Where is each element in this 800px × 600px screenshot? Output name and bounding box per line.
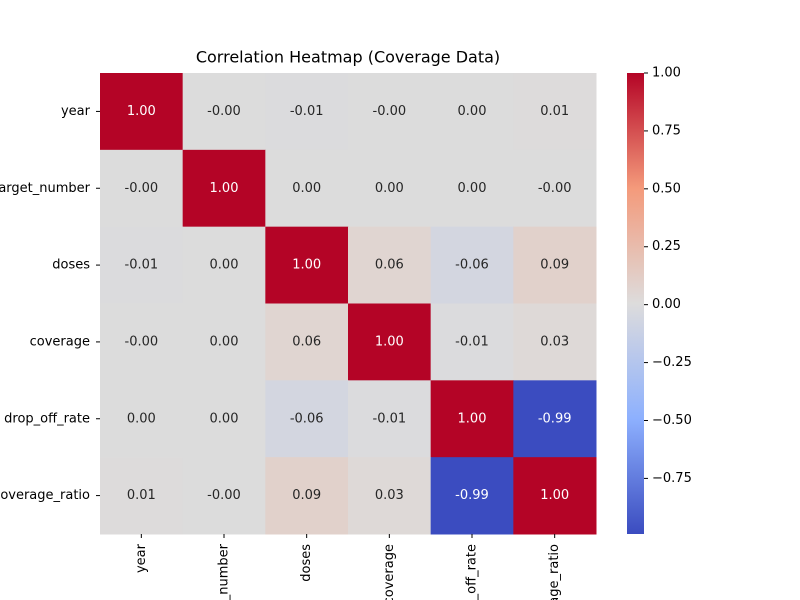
cell-label: 0.00 bbox=[458, 181, 487, 196]
heatmap-cell bbox=[265, 457, 349, 535]
cell-label: 1.00 bbox=[292, 258, 321, 273]
cell-label: 0.03 bbox=[375, 488, 404, 503]
cell-label: 1.00 bbox=[210, 181, 239, 196]
heatmap-cell bbox=[182, 457, 266, 535]
heatmap-cell bbox=[348, 380, 432, 458]
heatmap-cell bbox=[182, 380, 266, 458]
x-tick-label: year bbox=[134, 543, 149, 573]
colorbar bbox=[627, 73, 644, 534]
cell-label: 0.09 bbox=[292, 488, 321, 503]
cell-label: 0.00 bbox=[292, 181, 321, 196]
x-tick-label: coverage_ratio bbox=[547, 544, 562, 600]
cell-label: 0.00 bbox=[458, 104, 487, 119]
heatmap-cell bbox=[430, 149, 514, 228]
cell-label: 0.09 bbox=[540, 258, 569, 273]
colorbar-tick-label: −0.50 bbox=[652, 413, 692, 428]
cell-label: 1.00 bbox=[458, 411, 487, 426]
colorbar-tick-label: 0.75 bbox=[652, 123, 681, 138]
cell-label: 0.01 bbox=[540, 104, 569, 119]
colorbar-tick-label: 0.25 bbox=[652, 239, 681, 254]
heatmap-cell bbox=[513, 149, 597, 228]
heatmap-cell bbox=[182, 73, 266, 151]
heatmap-cell bbox=[182, 149, 266, 228]
cell-label: -0.99 bbox=[538, 411, 572, 426]
cell-label: -0.00 bbox=[207, 488, 241, 503]
colorbar-tick-label: 0.50 bbox=[652, 181, 681, 196]
heatmap-cell bbox=[100, 457, 184, 535]
heatmap-cell bbox=[100, 380, 184, 458]
cell-label: 0.01 bbox=[127, 488, 156, 503]
heatmap-cell bbox=[513, 226, 597, 304]
heatmap-cell bbox=[348, 73, 432, 151]
cell-label: -0.01 bbox=[125, 258, 159, 273]
cell-label: -0.99 bbox=[455, 488, 489, 503]
heatmap-cell bbox=[100, 73, 184, 151]
y-tick-label: target_number bbox=[0, 181, 91, 196]
chart-title: Correlation Heatmap (Coverage Data) bbox=[196, 48, 500, 67]
cell-label: 0.06 bbox=[292, 334, 321, 349]
cell-label: -0.00 bbox=[538, 181, 572, 196]
heatmap-cell bbox=[100, 303, 184, 381]
heatmap-cell bbox=[430, 380, 514, 458]
cell-label: -0.06 bbox=[455, 258, 489, 273]
heatmap-cell bbox=[265, 380, 349, 458]
cell-label: -0.00 bbox=[207, 104, 241, 119]
cell-label: -0.01 bbox=[373, 411, 407, 426]
heatmap-cell bbox=[182, 303, 266, 381]
heatmap-cell bbox=[513, 380, 597, 458]
heatmap-cell bbox=[430, 73, 514, 151]
cell-label: -0.00 bbox=[373, 104, 407, 119]
colorbar-tick-label: −0.25 bbox=[652, 355, 692, 370]
heatmap-cell bbox=[513, 303, 597, 381]
cell-label: -0.00 bbox=[125, 334, 159, 349]
heatmap-cell bbox=[100, 226, 184, 304]
heatmap-cell bbox=[265, 149, 349, 228]
y-tick-label: coverage bbox=[30, 334, 90, 349]
cell-label: 0.00 bbox=[375, 181, 404, 196]
colorbar-tick-label: 0.00 bbox=[652, 297, 681, 312]
cell-label: 0.00 bbox=[210, 258, 239, 273]
heatmap-cell bbox=[348, 457, 432, 535]
cell-label: 1.00 bbox=[540, 488, 569, 503]
cell-label: -0.06 bbox=[290, 411, 324, 426]
heatmap-cell bbox=[513, 73, 597, 151]
cell-label: 0.00 bbox=[210, 411, 239, 426]
cell-label: -0.01 bbox=[290, 104, 324, 119]
heatmap-cell bbox=[265, 226, 349, 304]
x-tick-label: doses bbox=[299, 544, 314, 582]
cell-label: -0.01 bbox=[455, 334, 489, 349]
heatmap-cell bbox=[348, 303, 432, 381]
cell-label: 0.00 bbox=[127, 411, 156, 426]
cell-label: 0.06 bbox=[375, 258, 404, 273]
heatmap-cell bbox=[348, 149, 432, 228]
colorbar-tick-label: −0.75 bbox=[652, 471, 692, 486]
colorbar-tick-label: 1.00 bbox=[652, 66, 681, 81]
cell-label: 1.00 bbox=[375, 334, 404, 349]
heatmap-cell bbox=[265, 73, 349, 151]
heatmap-cell bbox=[348, 226, 432, 304]
cell-label: 1.00 bbox=[127, 104, 156, 119]
x-tick-label: coverage bbox=[382, 544, 397, 600]
cell-label: 0.03 bbox=[540, 334, 569, 349]
heatmap-cell bbox=[265, 303, 349, 381]
cell-label: -0.00 bbox=[125, 181, 159, 196]
heatmap-cell bbox=[430, 226, 514, 304]
y-tick-label: doses bbox=[52, 258, 90, 273]
heatmap-cell bbox=[100, 149, 184, 228]
heatmap-cell bbox=[430, 303, 514, 381]
cell-label: 0.00 bbox=[210, 334, 239, 349]
heatmap-cell bbox=[182, 226, 266, 304]
heatmap-cell bbox=[430, 457, 514, 535]
y-tick-label: coverage_ratio bbox=[0, 488, 90, 503]
y-tick-label: year bbox=[61, 104, 91, 119]
x-tick-label: drop_off_rate bbox=[465, 544, 480, 600]
x-tick-label: target_number bbox=[217, 543, 232, 600]
heatmap-cell bbox=[513, 457, 597, 535]
y-tick-label: drop_off_rate bbox=[4, 411, 90, 426]
